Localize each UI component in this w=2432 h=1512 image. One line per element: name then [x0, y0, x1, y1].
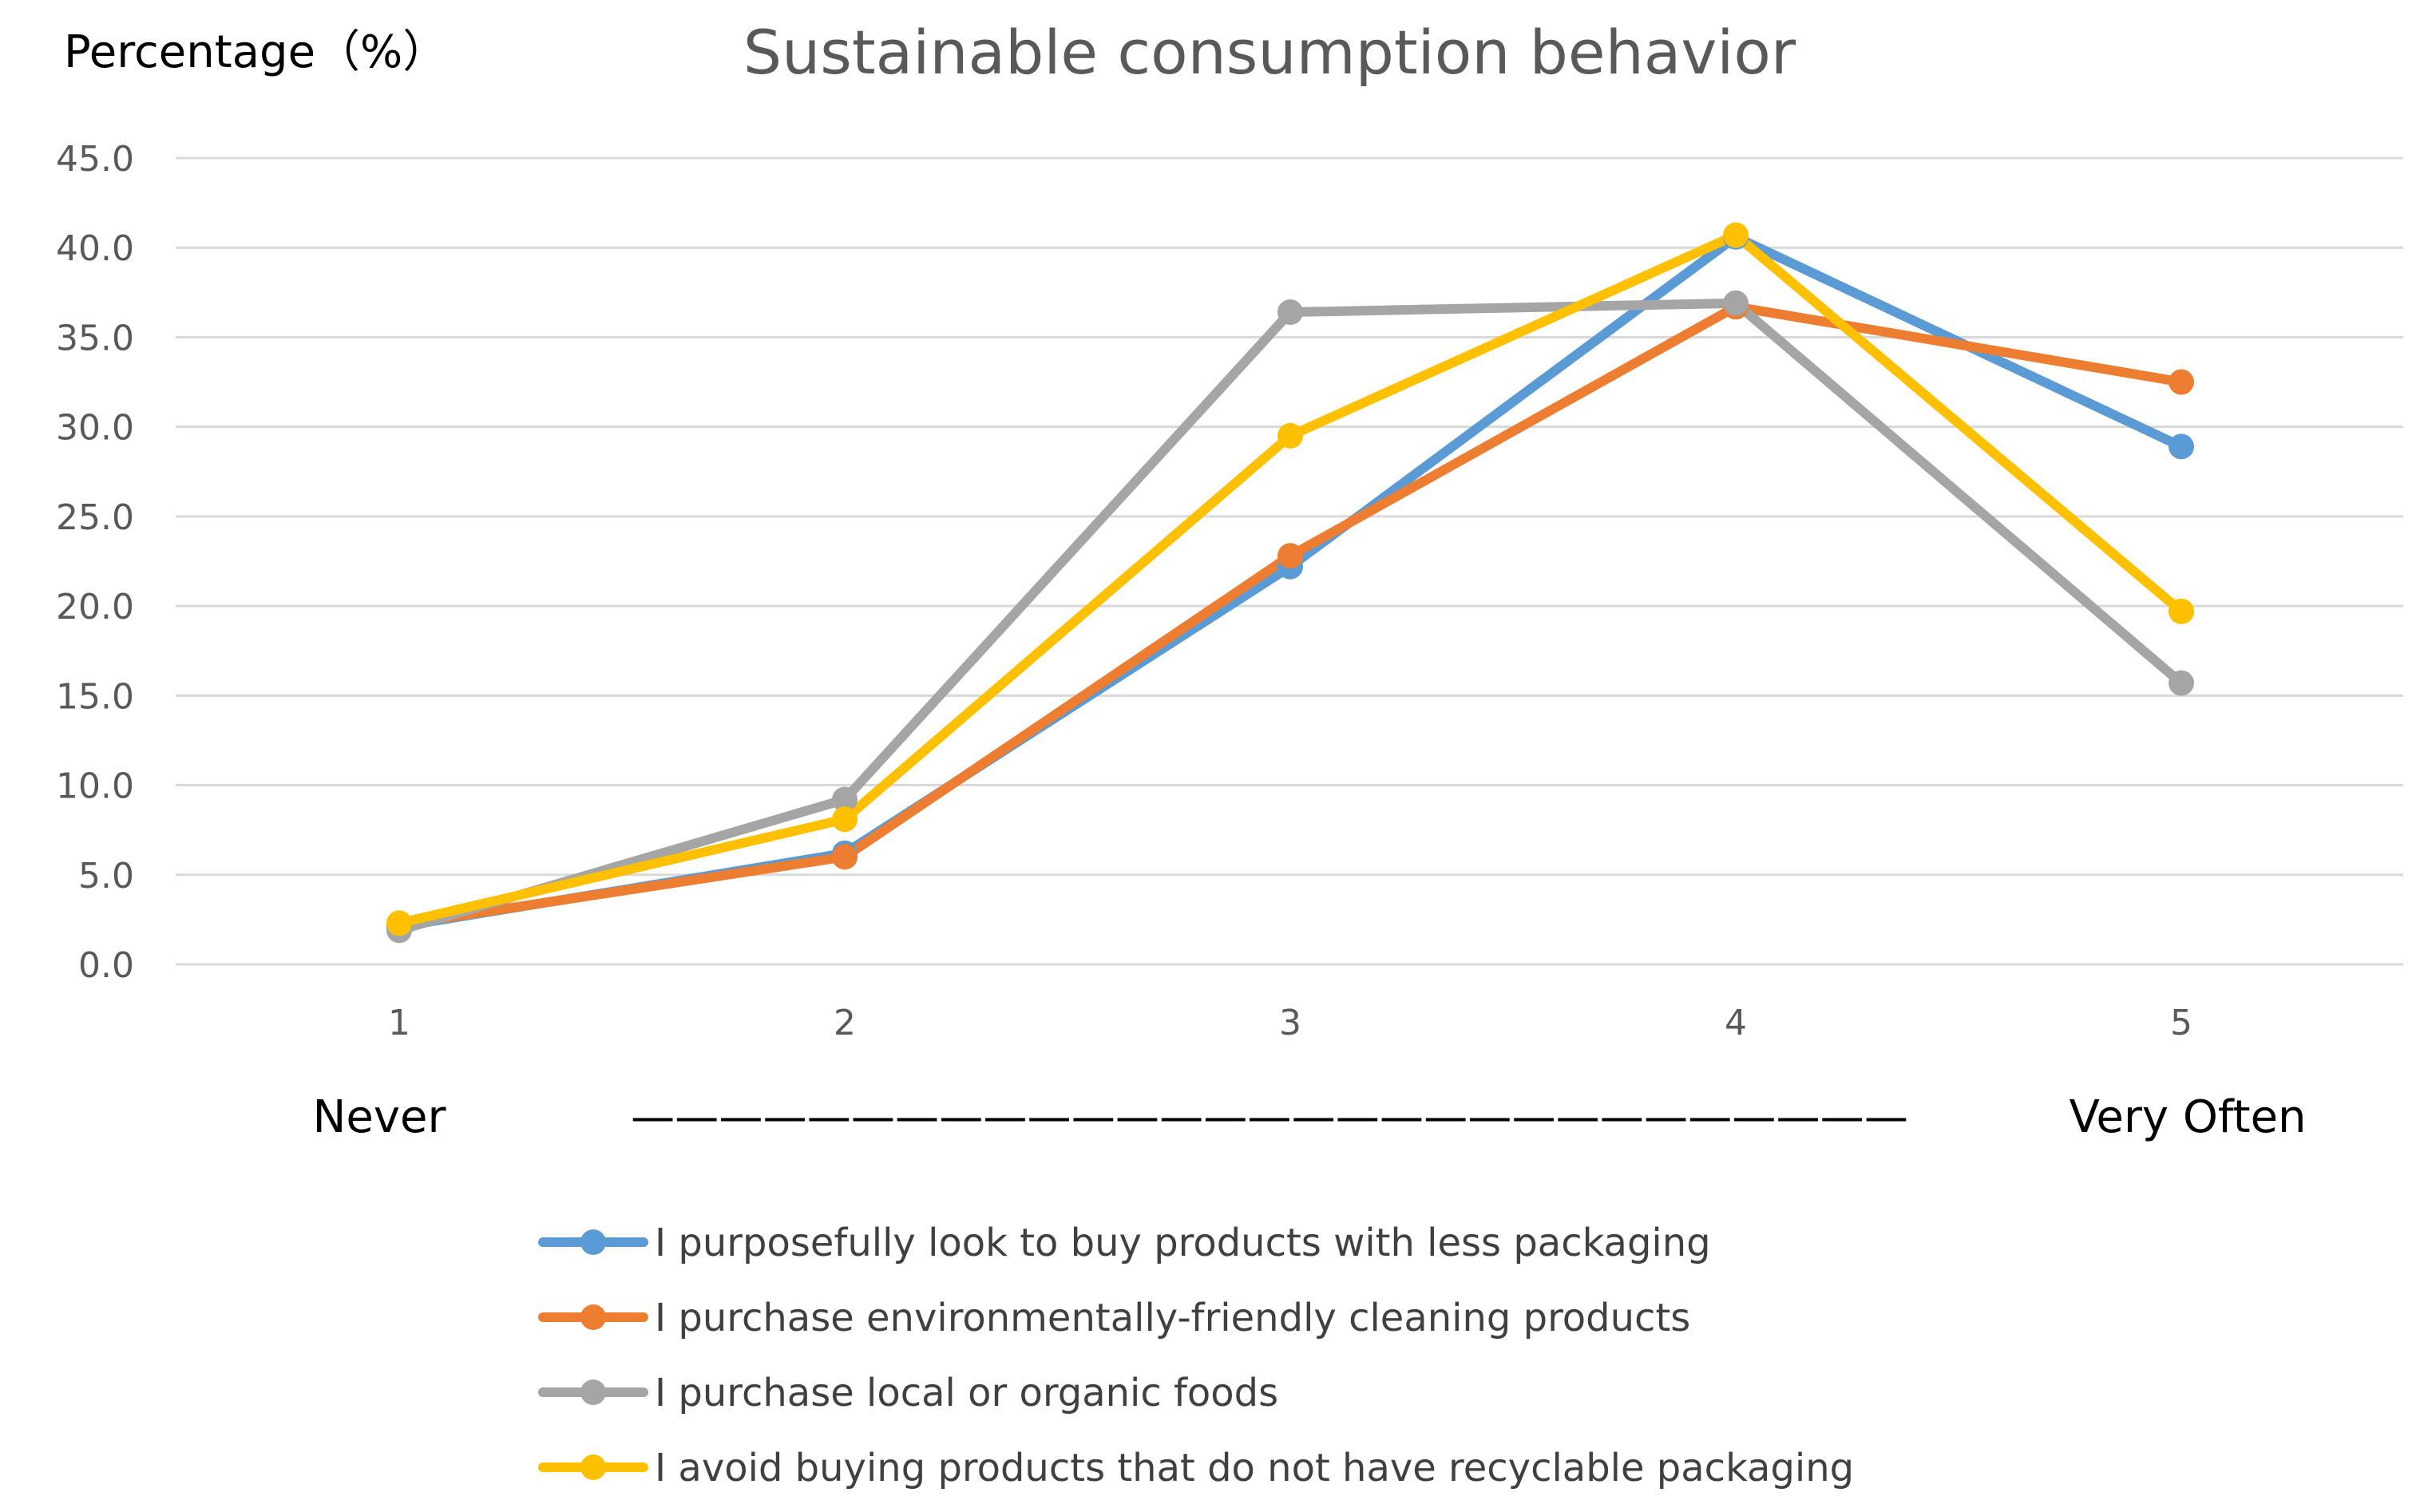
data-point-series-4 [386, 910, 412, 936]
y-tick-label: 25.0 [56, 497, 134, 538]
x-axis-ticks: 1 2 3 4 5 [388, 1003, 2192, 1043]
y-axis-ticks: 0.0 5.0 10.0 15.0 20.0 25.0 30.0 35.0 40.0 45.0 [56, 139, 134, 986]
series-lines [394, 230, 2186, 936]
data-point-series-1 [2169, 433, 2194, 460]
legend: I purposefully look to buy products with… [538, 1221, 1854, 1490]
x-tick-label: 2 [834, 1003, 856, 1043]
y-tick-label: 5.0 [78, 856, 134, 897]
series-markers [386, 222, 2194, 944]
data-point-series-2 [832, 844, 858, 870]
legend-label: I purposefully look to buy products with… [655, 1221, 1711, 1265]
legend-swatch-marker [580, 1229, 606, 1255]
chart-title: Sustainable consumption behavior [743, 17, 1796, 88]
series-line-3 [394, 298, 2186, 936]
y-tick-label: 10.0 [56, 766, 134, 807]
y-tick-label: 35.0 [56, 318, 134, 358]
legend-swatch-marker [580, 1455, 606, 1480]
data-point-series-3 [2169, 670, 2194, 696]
data-point-series-2 [1277, 543, 1303, 569]
data-point-series-3 [1277, 299, 1303, 326]
y-axis-unit-label: Percentage（%） [64, 26, 447, 78]
y-tick-label: 0.0 [78, 945, 134, 986]
data-point-series-4 [2169, 598, 2194, 624]
x-tick-label: 5 [2170, 1003, 2192, 1043]
data-point-series-3 [832, 786, 858, 813]
x-tick-label: 4 [1725, 1003, 1747, 1043]
data-point-series-3 [1723, 290, 1749, 316]
series-line-2 [394, 302, 2186, 930]
legend-swatch-marker [580, 1379, 606, 1405]
data-point-series-2 [2169, 369, 2194, 395]
gridlines [176, 156, 2403, 966]
data-point-series-4 [1277, 422, 1303, 449]
scale-low-label: Never [313, 1091, 447, 1143]
y-tick-label: 40.0 [56, 228, 134, 269]
scale-dash-line: ————————————————————————————— [631, 1091, 1908, 1143]
y-tick-label: 20.0 [56, 587, 134, 627]
data-point-series-4 [1723, 222, 1749, 248]
x-tick-label: 3 [1279, 1003, 1301, 1043]
x-tick-label: 1 [388, 1003, 410, 1043]
y-tick-label: 45.0 [56, 139, 134, 180]
legend-label: I purchase environmentally-friendly clea… [655, 1296, 1690, 1340]
data-point-series-4 [832, 806, 858, 833]
legend-swatch-marker [580, 1304, 606, 1330]
y-tick-label: 15.0 [56, 676, 134, 717]
y-tick-label: 30.0 [56, 408, 134, 449]
legend-label: I purchase local or organic foods [655, 1371, 1278, 1415]
scale-high-label: Very Often [2069, 1091, 2306, 1143]
legend-label: I avoid buying products that do not have… [655, 1446, 1854, 1490]
